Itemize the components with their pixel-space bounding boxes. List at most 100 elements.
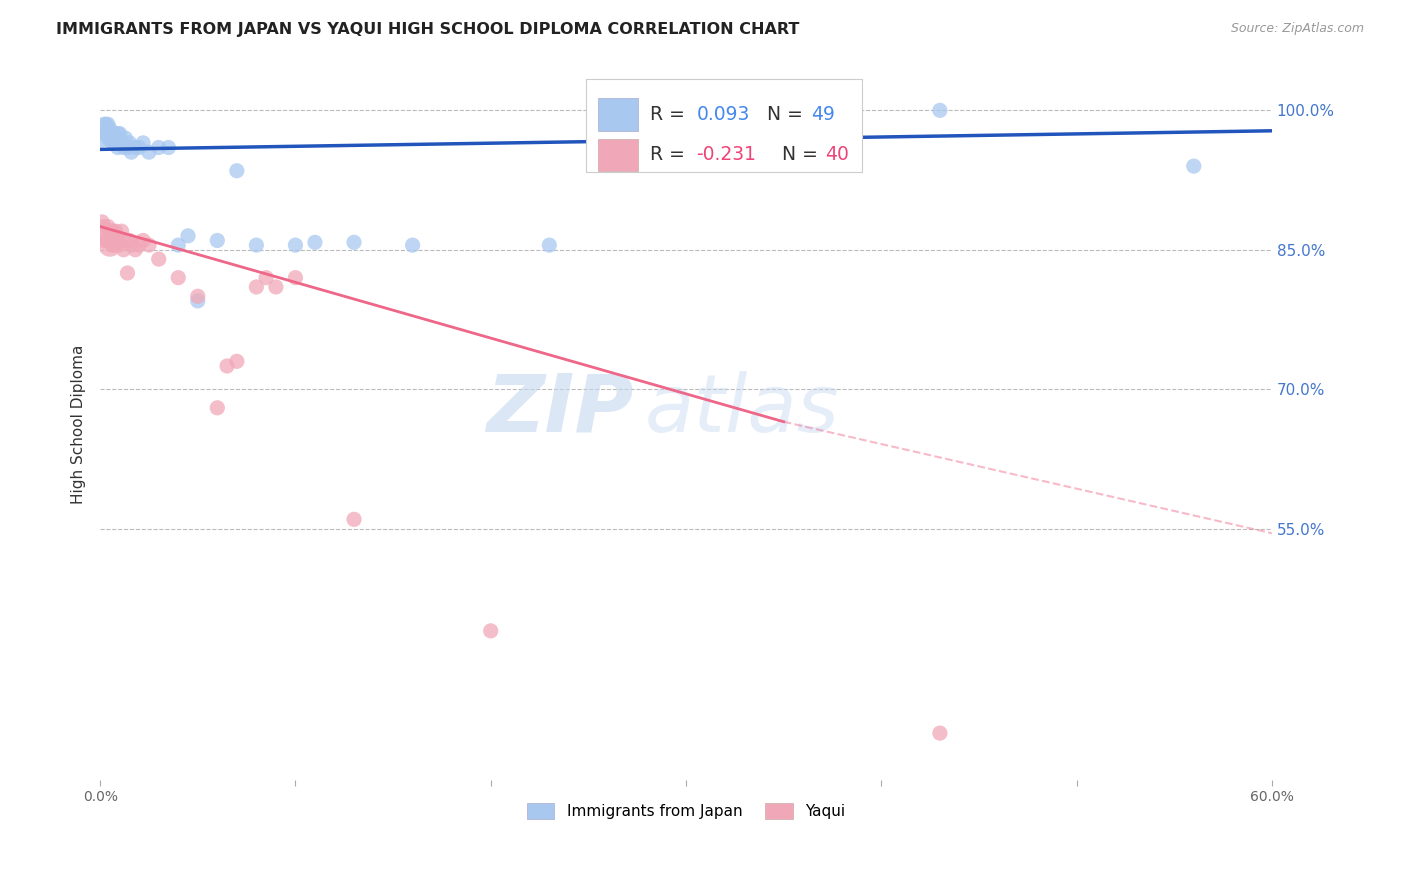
Point [110, 224, 132, 238]
Point [138, 145, 160, 160]
Point [928, 103, 950, 118]
Text: 0.093: 0.093 [696, 105, 749, 124]
Text: N =: N = [770, 145, 824, 164]
Point [124, 140, 146, 154]
Point [107, 127, 129, 141]
Point [148, 140, 170, 154]
Point [103, 238, 125, 252]
Point [401, 238, 423, 252]
Point [217, 359, 239, 373]
Legend: Immigrants from Japan, Yaqui: Immigrants from Japan, Yaqui [520, 797, 851, 825]
Point [110, 136, 132, 150]
Point [104, 224, 127, 238]
Point [103, 136, 125, 150]
Point [93, 117, 115, 131]
Point [177, 228, 200, 243]
Point [112, 140, 135, 154]
Point [108, 127, 131, 141]
Point [112, 243, 135, 257]
Point [132, 136, 155, 150]
Point [118, 234, 141, 248]
Point [98, 127, 121, 141]
Point [264, 280, 287, 294]
Text: 40: 40 [825, 145, 849, 164]
Point [108, 136, 131, 150]
Point [93, 219, 115, 234]
Point [101, 224, 124, 238]
Point [103, 131, 125, 145]
Point [97, 127, 120, 141]
Point [101, 127, 124, 141]
Point [207, 234, 229, 248]
Point [104, 238, 127, 252]
Text: IMMIGRANTS FROM JAPAN VS YAQUI HIGH SCHOOL DIPLOMA CORRELATION CHART: IMMIGRANTS FROM JAPAN VS YAQUI HIGH SCHO… [56, 22, 800, 37]
Point [108, 238, 131, 252]
FancyBboxPatch shape [598, 98, 638, 130]
Point [104, 131, 127, 145]
Point [304, 235, 326, 250]
Point [157, 140, 180, 154]
Text: ZIP: ZIP [486, 371, 633, 449]
Point [114, 131, 136, 145]
Text: N =: N = [755, 105, 808, 124]
Point [118, 136, 141, 150]
Point [98, 238, 121, 252]
Point [343, 512, 366, 526]
Point [94, 224, 117, 238]
Point [94, 127, 117, 141]
Point [91, 215, 114, 229]
Point [187, 293, 209, 308]
Point [94, 117, 117, 131]
Point [225, 163, 247, 178]
Point [98, 224, 121, 238]
Point [245, 280, 267, 294]
Point [97, 219, 120, 234]
Point [167, 238, 190, 252]
Text: Source: ZipAtlas.com: Source: ZipAtlas.com [1230, 22, 1364, 36]
Point [104, 136, 127, 150]
Point [94, 234, 117, 248]
Point [187, 289, 209, 303]
Point [117, 140, 139, 154]
Point [103, 127, 125, 141]
Point [98, 131, 121, 145]
Point [93, 234, 115, 248]
Point [97, 131, 120, 145]
Point [928, 726, 950, 740]
Point [479, 624, 502, 638]
Text: atlas: atlas [645, 371, 839, 449]
Point [148, 252, 170, 266]
Point [124, 243, 146, 257]
Point [107, 234, 129, 248]
FancyBboxPatch shape [586, 79, 862, 171]
Point [101, 136, 124, 150]
Point [120, 238, 142, 252]
Y-axis label: High School Diploma: High School Diploma [72, 344, 86, 504]
Text: R =: R = [650, 105, 690, 124]
Point [98, 122, 121, 136]
Point [207, 401, 229, 415]
Point [128, 238, 150, 252]
Point [343, 235, 366, 250]
Point [101, 131, 124, 145]
Point [91, 131, 114, 145]
Point [132, 234, 155, 248]
FancyBboxPatch shape [598, 138, 638, 171]
Point [245, 238, 267, 252]
Point [254, 270, 277, 285]
Text: -0.231: -0.231 [696, 145, 756, 164]
Point [128, 140, 150, 154]
Point [117, 266, 139, 280]
Point [93, 127, 115, 141]
Point [284, 238, 307, 252]
Point [225, 354, 247, 368]
Point [138, 238, 160, 252]
Point [97, 117, 120, 131]
Point [103, 224, 125, 238]
Text: R =: R = [650, 145, 690, 164]
Point [114, 234, 136, 248]
Point [107, 140, 129, 154]
Point [772, 103, 794, 118]
Point [120, 145, 142, 160]
Point [101, 238, 124, 252]
